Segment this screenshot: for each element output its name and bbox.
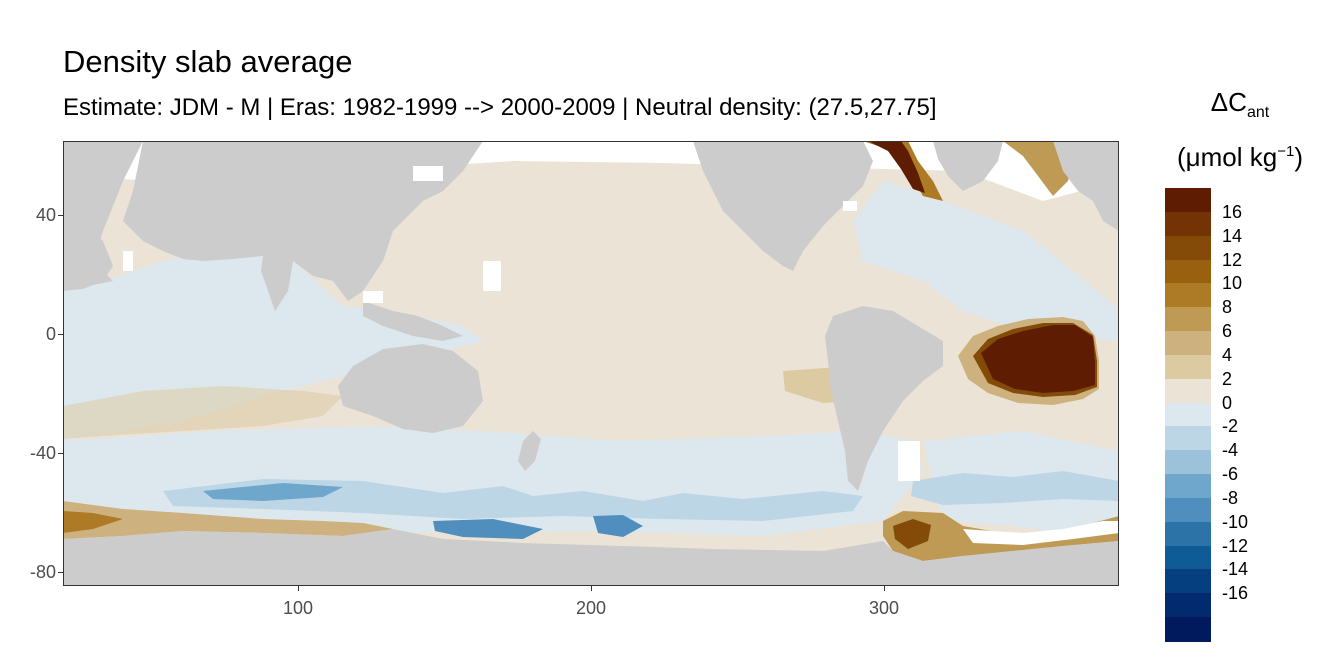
weddell-no-data — [963, 521, 1119, 545]
ross-sea-patch — [433, 519, 543, 539]
legend-label: 4 — [1222, 344, 1233, 365]
legend-swatch — [1165, 545, 1211, 571]
southern-ocean-patch-2 — [593, 515, 643, 537]
legend-unit-sup: −1 — [1277, 143, 1295, 160]
land-india — [261, 256, 293, 311]
legend-label: 8 — [1222, 297, 1233, 318]
x-tick-label-300: 300 — [868, 598, 900, 618]
legend-swatch — [1165, 402, 1211, 428]
southern-ocean-patch-1 — [203, 483, 343, 501]
legend-label: -12 — [1222, 535, 1249, 556]
legend-label: 16 — [1222, 201, 1243, 222]
legend-label: -10 — [1222, 511, 1249, 532]
legend-label: -2 — [1222, 416, 1239, 437]
y-tick-mark — [58, 453, 63, 454]
legend-label: 0 — [1222, 392, 1233, 413]
legend-swatch — [1165, 235, 1211, 261]
no-data-speck — [483, 261, 501, 291]
legend-swatch — [1165, 617, 1211, 642]
x-tick-mark — [591, 586, 592, 591]
legend-swatch — [1165, 593, 1211, 618]
legend-swatch — [1165, 307, 1211, 332]
legend-swatch — [1165, 497, 1211, 523]
chart-subtitle: Estimate: JDM - M | Eras: 1982-1999 --> … — [63, 94, 937, 121]
x-tick-mark — [298, 586, 299, 591]
land-asia — [123, 141, 483, 301]
legend-swatch — [1165, 569, 1211, 594]
no-data-speck — [843, 201, 857, 211]
no-data-speck — [898, 441, 920, 481]
atlantic-max-core — [981, 325, 1095, 393]
legend-swatch — [1165, 426, 1211, 451]
legend-swatch — [1165, 378, 1211, 404]
legend-swatch — [1165, 450, 1211, 475]
chart-title: Density slab average — [63, 44, 353, 79]
land-greenland — [933, 141, 1003, 191]
legend-swatch — [1165, 188, 1211, 213]
land-africa-horn — [63, 211, 113, 291]
land-new-zealand — [518, 431, 541, 471]
labrador-sea-core — [868, 141, 925, 193]
legend-label: -4 — [1222, 440, 1239, 461]
land-south-america — [825, 306, 943, 491]
map-svg — [63, 141, 1119, 586]
y-tick-mark — [58, 215, 63, 216]
legend-swatch — [1165, 521, 1211, 547]
no-data-speck — [123, 251, 133, 271]
labrador-sea-patch — [863, 141, 943, 201]
legend-title-sub: ant — [1246, 104, 1270, 121]
no-data-speck — [363, 291, 383, 303]
land-indonesia — [363, 301, 463, 341]
land-europe — [1053, 141, 1119, 231]
no-data-specks — [123, 166, 920, 481]
legend-swatch — [1165, 354, 1211, 380]
land-masses — [63, 141, 1119, 586]
y-tick-mark — [58, 572, 63, 573]
x-tick-label-200: 200 — [575, 598, 607, 618]
y-tick-label-40: 40 — [35, 205, 56, 225]
land-australia — [338, 344, 483, 433]
legend-label: 6 — [1222, 321, 1233, 342]
legend-swatch — [1165, 331, 1211, 356]
legend-unit-close: ) — [1294, 142, 1303, 172]
no-data-speck — [413, 166, 443, 181]
legend-label: 14 — [1222, 225, 1243, 246]
antarctic-coast-east — [63, 501, 393, 539]
legend-unit-main: (μmol kg — [1177, 142, 1278, 172]
map-panel — [63, 141, 1119, 586]
legend-title: ΔCant — [1145, 84, 1335, 131]
legend-label: 12 — [1222, 249, 1243, 270]
weddell-sea-core — [893, 519, 931, 549]
legend-label: -16 — [1222, 583, 1249, 604]
land-north-america — [693, 141, 873, 271]
y-tick-label-0: 0 — [45, 324, 56, 344]
y-tick-label-minus-40: -40 — [29, 443, 56, 463]
south-atlantic-band — [911, 471, 1119, 505]
legend-label: 10 — [1222, 273, 1243, 294]
land-antarctica — [63, 529, 1119, 586]
legend-title-main: ΔC — [1210, 87, 1247, 117]
y-tick-mark — [58, 334, 63, 335]
y-tick-label-minus-80: -80 — [29, 562, 56, 582]
legend-swatch — [1165, 211, 1211, 237]
legend-swatch — [1165, 474, 1211, 499]
antarctic-coast-patch — [63, 511, 123, 533]
legend-swatch — [1165, 283, 1211, 308]
legend-label: -14 — [1222, 559, 1249, 580]
legend-label: 2 — [1222, 368, 1233, 389]
x-tick-mark — [884, 586, 885, 591]
x-tick-label-100: 100 — [282, 598, 314, 618]
legend-label: -8 — [1222, 487, 1239, 508]
legend-unit: (μmol kg−1) — [1145, 132, 1335, 177]
legend-label: -6 — [1222, 464, 1239, 485]
indian-subtropical-band — [63, 386, 343, 439]
north-atlantic-region — [853, 181, 1119, 341]
legend-swatch — [1165, 259, 1211, 284]
